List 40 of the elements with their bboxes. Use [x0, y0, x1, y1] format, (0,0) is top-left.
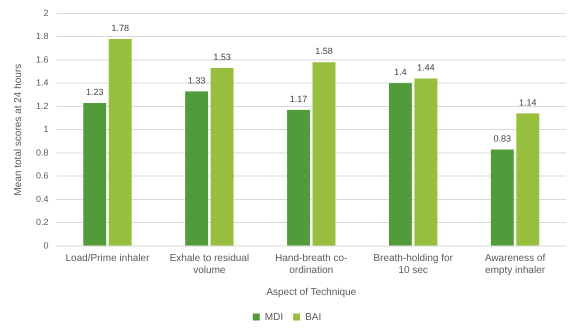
x-axis-title: Aspect of Technique: [266, 286, 357, 298]
y-axis-title: Mean total scores at 24 hours: [12, 64, 24, 196]
data-label: 1.44: [417, 62, 435, 73]
data-label: 1.17: [290, 94, 308, 104]
bar: [83, 102, 106, 246]
y-tick-label: 0.6: [36, 170, 49, 181]
bar: [108, 38, 132, 246]
y-tick-label: 0: [43, 240, 49, 250]
y-tick-label: 1.8: [36, 31, 49, 42]
bar: [287, 110, 310, 246]
data-label: 1.23: [86, 86, 104, 97]
bar: [490, 149, 514, 246]
y-tick-label: 1.4: [36, 78, 49, 88]
y-tick-label: 0.4: [36, 194, 49, 204]
x-tick-label: Load/Prime inhaler: [65, 252, 150, 264]
y-tick-label: 0.8: [36, 147, 49, 158]
bar: [516, 113, 540, 246]
y-tick-label: 1.6: [36, 54, 49, 64]
data-label: 1.4: [394, 67, 407, 78]
bar: [414, 78, 438, 246]
x-tick-label: Exhale to residual volume: [170, 252, 250, 276]
x-tick-label: Hand-breath co-ordination: [275, 252, 348, 276]
data-label: 1.53: [213, 52, 231, 62]
data-label: 0.83: [494, 133, 512, 144]
data-label: 1.58: [315, 46, 333, 56]
y-tick-label: 1.2: [36, 100, 49, 111]
legend-label: BAI: [305, 312, 322, 323]
x-tick-label: Awareness of empty inhaler: [484, 252, 546, 276]
bar: [210, 68, 234, 246]
data-label: 1.78: [111, 22, 129, 33]
data-label: 1.14: [519, 97, 537, 108]
data-label: 1.33: [188, 75, 206, 86]
y-tick-label: 2: [43, 8, 49, 18]
legend-label: MDI: [264, 312, 284, 323]
bar: [185, 91, 208, 246]
x-tick-label: Breath-holding for 10 sec: [373, 252, 454, 276]
bar: [312, 62, 336, 246]
y-tick-label: 0.2: [36, 217, 49, 228]
y-tick-label: 1: [43, 124, 49, 134]
bar: [388, 83, 412, 246]
